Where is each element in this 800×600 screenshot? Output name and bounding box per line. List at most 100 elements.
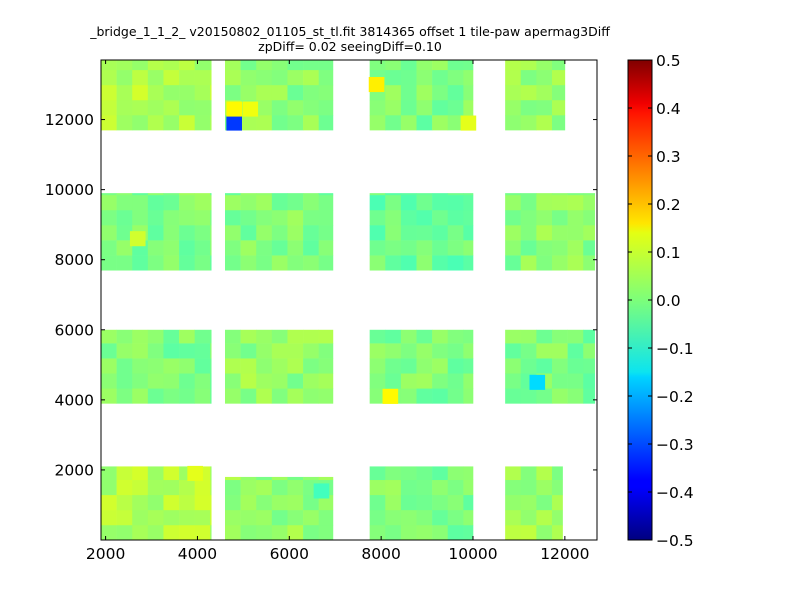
heatmap-cell <box>520 194 537 211</box>
heatmap-cell <box>194 69 211 86</box>
heatmap-cell <box>520 509 537 526</box>
heatmap-cell <box>520 84 537 101</box>
heatmap-cell <box>194 60 211 71</box>
heatmap-cell <box>567 358 584 374</box>
heatmap-cell <box>210 115 212 131</box>
heatmap-cell <box>271 255 288 271</box>
heatmap-cell <box>179 255 195 271</box>
heatmap-cell <box>225 69 241 86</box>
heatmap-cell <box>116 84 133 101</box>
heatmap-cell <box>463 343 474 359</box>
heatmap-cell <box>432 509 449 526</box>
heatmap-cell <box>101 60 117 71</box>
heatmap-cell <box>385 225 402 241</box>
heatmap-cell <box>163 99 180 116</box>
heatmap-outlier-cell <box>187 465 203 481</box>
heatmap-cell <box>447 343 464 359</box>
heatmap-cell <box>369 466 386 481</box>
heatmap-cell <box>101 494 117 511</box>
heatmap-cell <box>583 358 596 374</box>
colorbar-tick-label: −0.3 <box>656 436 694 454</box>
heatmap-cell <box>583 225 596 241</box>
heatmap-cell <box>303 373 319 389</box>
heatmap-cell <box>536 466 553 481</box>
heatmap-cell <box>287 60 304 71</box>
heatmap-cell <box>385 524 402 540</box>
heatmap-cell <box>369 524 386 540</box>
heatmap-cell <box>385 193 402 196</box>
heatmap-cell <box>318 476 334 481</box>
heatmap-cell <box>432 524 449 540</box>
heatmap-cell <box>240 329 257 344</box>
heatmap-cell <box>240 509 257 526</box>
heatmap-cell <box>432 194 449 211</box>
heatmap-cell <box>400 373 417 389</box>
heatmap-cell <box>210 225 212 241</box>
heatmap-cell <box>147 466 164 481</box>
heatmap-cell <box>194 84 211 101</box>
heatmap-cell <box>147 99 164 116</box>
heatmap-cell <box>463 466 474 481</box>
heatmap-cell <box>369 373 386 389</box>
heatmap-cell <box>385 358 402 374</box>
heatmap-cell <box>416 255 433 271</box>
heatmap-cell <box>400 84 417 101</box>
heatmap-cell <box>385 466 402 481</box>
heatmap-outlier-cell <box>242 101 259 117</box>
heatmap-cell <box>240 115 257 131</box>
heatmap-cell <box>318 373 334 389</box>
heatmap-cell <box>385 509 402 526</box>
heatmap-cell <box>271 494 288 511</box>
heatmap-cell <box>416 329 433 344</box>
heatmap-cell <box>520 69 537 86</box>
heatmap-cell <box>271 524 288 540</box>
heatmap-cell <box>369 479 386 496</box>
heatmap-cell <box>240 479 257 496</box>
heatmap-cell <box>225 193 241 196</box>
heatmap-cell <box>520 388 537 404</box>
heatmap-cell <box>536 329 553 344</box>
heatmap-cell <box>101 255 117 271</box>
heatmap-cell <box>385 479 402 496</box>
x-tick-label: 6000 <box>270 545 309 563</box>
heatmap-cell <box>116 388 133 404</box>
plot-axes: 2000 4000 6000 8000 10000 12000 2000 4000 6000 80… <box>45 59 598 563</box>
heatmap-cell <box>400 479 417 496</box>
heatmap-cell <box>116 194 133 211</box>
heatmap-cell <box>271 358 288 374</box>
heatmap-cell <box>194 255 211 271</box>
heatmap-cell <box>505 225 522 241</box>
heatmap-cell <box>318 255 334 271</box>
heatmap-cell <box>432 209 449 226</box>
heatmap-cell <box>287 494 304 511</box>
heatmap-cell <box>147 358 164 374</box>
heatmap-cell <box>147 209 164 226</box>
heatmap-cell <box>400 69 417 86</box>
heatmap-cell <box>505 479 522 496</box>
heatmap-cell <box>163 84 180 101</box>
heatmap-cell <box>163 494 180 511</box>
heatmap-cell <box>520 60 537 71</box>
heatmap-cell <box>101 193 117 196</box>
heatmap-cell <box>447 115 464 131</box>
heatmap-cell <box>551 329 568 344</box>
heatmap-cell <box>287 388 304 404</box>
heatmap-cell <box>194 388 211 404</box>
heatmap-cell <box>447 509 464 526</box>
heatmap-cell <box>536 193 553 196</box>
heatmap-cell <box>116 60 133 71</box>
heatmap-cell <box>416 388 433 404</box>
heatmap-cell <box>225 476 241 481</box>
heatmap-cell <box>303 329 319 344</box>
heatmap-cell <box>240 69 257 86</box>
heatmap-cell <box>225 255 241 271</box>
heatmap-cell <box>432 343 449 359</box>
heatmap-cell <box>271 99 288 116</box>
heatmap-cell <box>225 60 241 71</box>
heatmap-cell <box>179 225 195 241</box>
heatmap-cell <box>567 388 584 404</box>
heatmap-cell <box>536 99 553 116</box>
heatmap-cell <box>163 466 180 481</box>
heatmap-cell <box>318 193 334 196</box>
heatmap-cell <box>271 60 288 71</box>
